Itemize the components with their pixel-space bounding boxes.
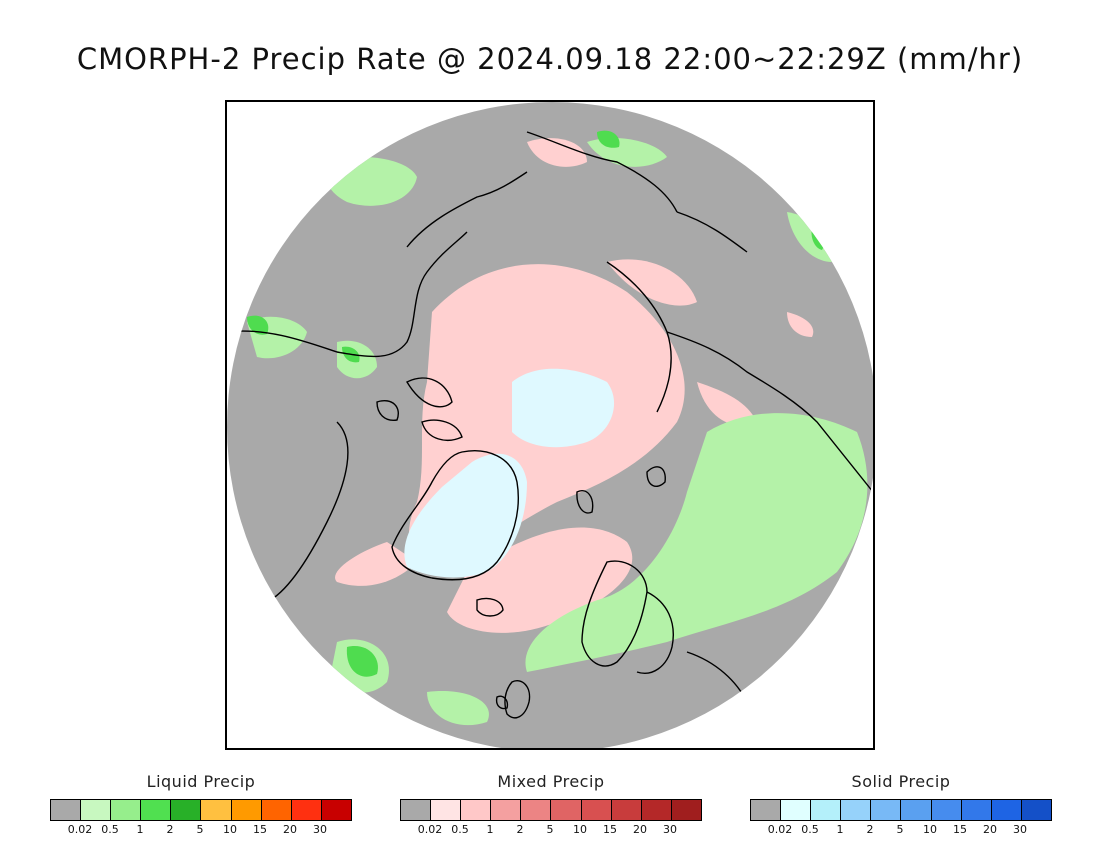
legend-tick-label: 10 (573, 823, 587, 836)
legend-swatch (431, 800, 462, 820)
legend-swatch (841, 800, 872, 820)
legend-swatch (111, 800, 142, 820)
legend-title: Solid Precip (851, 772, 951, 791)
legend-tick-label: 15 (603, 823, 617, 836)
legend-tick-label: 30 (313, 823, 327, 836)
legend-swatch (991, 800, 1022, 820)
legend-tick-label: 5 (546, 823, 554, 836)
legend-swatch (871, 800, 902, 820)
legend-swatch (551, 800, 582, 820)
solid-precip-areas (404, 368, 615, 578)
legend-swatch (671, 800, 701, 820)
legend-swatch (781, 800, 812, 820)
legend-tick-label: 20 (983, 823, 997, 836)
legend-title: Mixed Precip (497, 772, 605, 791)
tick-labels: 0.02 0.5 1 2 5 10 15 20 30 (400, 821, 700, 836)
legend-swatch (81, 800, 112, 820)
tick-labels: 0.02 0.5 1 2 5 10 15 20 30 (50, 821, 350, 836)
legend-swatch (931, 800, 962, 820)
legend-tick-label: 2 (516, 823, 524, 836)
precip-map-canvas (227, 102, 873, 748)
legend-tick-label: 20 (283, 823, 297, 836)
legend-liquid-precip: Liquid Precip 0.02 0.5 1 2 5 10 15 20 30 (50, 772, 352, 836)
legend-tick-label: 2 (866, 823, 874, 836)
legend-tick-label: 0.5 (801, 823, 819, 836)
legend-swatch (401, 800, 432, 820)
legend-tick-label: 1 (836, 823, 844, 836)
legend-tick-label: 1 (136, 823, 144, 836)
legend-tick-label: 30 (1013, 823, 1027, 836)
legend-tick-label: 0.5 (101, 823, 119, 836)
legend-swatch (751, 800, 782, 820)
legend-tick-label: 2 (166, 823, 174, 836)
legend-swatch (811, 800, 842, 820)
legend-swatch (901, 800, 932, 820)
legend-tick-label: 1 (486, 823, 494, 836)
legend-swatch (491, 800, 522, 820)
legend-swatch (461, 800, 492, 820)
legend-tick-label: 5 (896, 823, 904, 836)
legend-tick-label: 5 (196, 823, 204, 836)
color-scale (50, 799, 352, 821)
coastlines (227, 131, 873, 727)
legend-swatch (321, 800, 351, 820)
legend-swatch (231, 800, 262, 820)
map-title: CMORPH-2 Precip Rate @ 2024.09.18 22:00~… (76, 42, 1024, 76)
legend-tick-label: 15 (253, 823, 267, 836)
legend-tick-label: 20 (633, 823, 647, 836)
legend-swatch (961, 800, 992, 820)
legend-swatch (641, 800, 672, 820)
legend-tick-label: 0.02 (67, 823, 93, 836)
legend-swatch (611, 800, 642, 820)
legend-tick-label: 10 (223, 823, 237, 836)
legend-tick-label: 0.02 (767, 823, 793, 836)
legend-tick-label: 30 (663, 823, 677, 836)
polar-precip-map (225, 100, 875, 750)
legend-tick-label: 10 (923, 823, 937, 836)
legend-swatch (581, 800, 612, 820)
legend-swatch (201, 800, 232, 820)
color-scale (400, 799, 702, 821)
legend-solid-precip: Solid Precip 0.02 0.5 1 2 5 10 15 20 30 (750, 772, 1052, 836)
legend-tick-label: 0.02 (417, 823, 443, 836)
legend-swatch (1021, 800, 1051, 820)
legend-tick-label: 0.5 (451, 823, 469, 836)
legend-mixed-precip: Mixed Precip 0.02 0.5 1 2 5 10 15 20 30 (400, 772, 702, 836)
legend-swatch (261, 800, 292, 820)
legend-title: Liquid Precip (146, 772, 256, 791)
legend-swatch (521, 800, 552, 820)
tick-labels: 0.02 0.5 1 2 5 10 15 20 30 (750, 821, 1050, 836)
legend-tick-label: 15 (953, 823, 967, 836)
legend-swatch (141, 800, 172, 820)
legend-swatch (171, 800, 202, 820)
legend-swatch (51, 800, 82, 820)
color-scale (750, 799, 1052, 821)
legend-swatch (291, 800, 322, 820)
